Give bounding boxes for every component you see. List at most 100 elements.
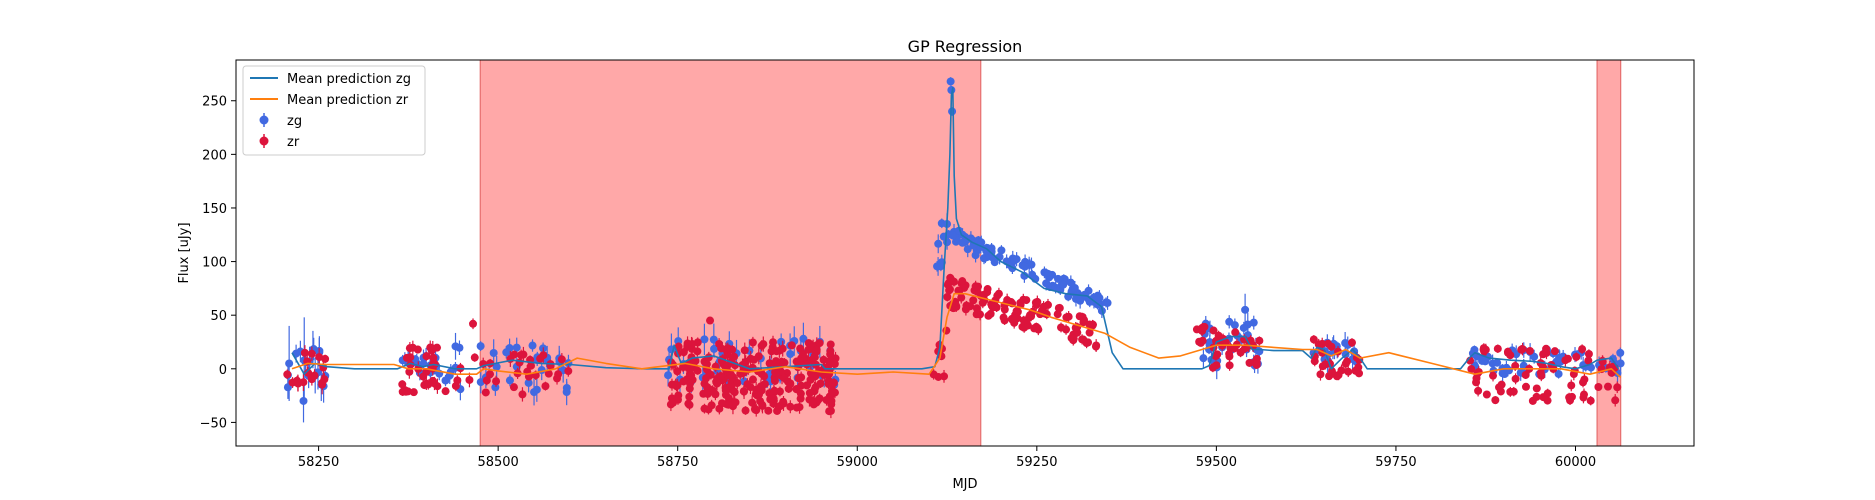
y-tick-label: −50 — [200, 416, 227, 431]
zg-point — [1080, 290, 1089, 299]
zr-point — [717, 399, 726, 408]
x-axis-label: MJD — [952, 477, 977, 492]
zr-point — [409, 388, 418, 397]
zg-point — [1470, 345, 1479, 354]
zr-point — [795, 403, 804, 412]
zr-point — [765, 359, 774, 368]
zr-point — [419, 372, 428, 381]
zr-point — [1347, 338, 1356, 347]
zr-point — [1532, 392, 1541, 401]
zr-point — [1225, 349, 1234, 358]
zr-point — [492, 377, 501, 386]
zr-point — [717, 344, 726, 353]
zr-point — [1039, 302, 1048, 311]
zr-point — [318, 378, 327, 387]
zr-point — [972, 310, 981, 319]
shaded-regions — [479, 59, 1622, 447]
zg-point — [1059, 280, 1068, 289]
zr-point — [307, 349, 316, 358]
zr-point — [307, 375, 316, 384]
zr-point — [1536, 368, 1545, 377]
zr-point — [1481, 345, 1490, 354]
zr-point — [687, 371, 696, 380]
zr-point — [541, 382, 550, 391]
zr-point — [1579, 390, 1588, 399]
zr-point — [544, 369, 553, 378]
zr-point — [703, 389, 712, 398]
zr-point — [741, 406, 750, 415]
zr-point — [729, 387, 738, 396]
zr-point — [1085, 320, 1094, 329]
zr-point — [972, 304, 981, 313]
y-tick-label: 150 — [202, 202, 227, 217]
y-tick-label: 200 — [202, 148, 227, 163]
zr-point — [402, 353, 411, 362]
y-axis-label: Flux [uJy] — [177, 222, 192, 283]
zg-point — [1341, 339, 1350, 348]
zr-point — [943, 280, 952, 289]
zr-point — [827, 396, 836, 405]
zr-point — [469, 319, 478, 328]
zr-point — [1255, 336, 1264, 345]
zg-point — [700, 335, 709, 344]
y-axis: −50 0 50 100 150 200 250 — [200, 95, 236, 431]
zg-point — [1040, 268, 1049, 277]
zr-point — [1031, 298, 1040, 307]
zr-point — [787, 341, 796, 350]
legend-swatch-zr-marker — [259, 136, 269, 146]
zr-point — [1212, 336, 1221, 345]
zr-point — [729, 373, 738, 382]
zg-point — [1051, 283, 1060, 292]
zr-point — [961, 305, 970, 314]
y-tick-label: 0 — [219, 363, 227, 378]
zg-point — [528, 341, 537, 350]
zr-point — [424, 380, 433, 389]
zr-point — [509, 383, 518, 392]
zr-point — [1230, 344, 1239, 353]
zr-point — [1584, 349, 1593, 358]
zr-point — [486, 370, 495, 379]
zr-point — [796, 389, 805, 398]
zr-point — [1212, 361, 1221, 370]
zr-point — [1611, 396, 1620, 405]
zr-point — [740, 346, 749, 355]
zr-point — [958, 277, 967, 286]
zr-point — [465, 375, 474, 384]
zr-point — [758, 400, 767, 409]
zr-point — [1493, 344, 1502, 353]
zr-point — [1521, 382, 1530, 391]
zg-point — [505, 376, 514, 385]
zr-point — [1310, 357, 1319, 366]
zg-point — [1249, 318, 1258, 327]
zr-point — [283, 370, 292, 379]
zr-point — [764, 406, 773, 415]
zr-point — [826, 406, 835, 415]
zr-point — [987, 300, 996, 309]
zg-point — [1010, 256, 1019, 265]
zr-point — [1064, 312, 1073, 321]
zr-point — [1236, 348, 1245, 357]
zr-point — [451, 381, 460, 390]
zr-point — [1511, 361, 1520, 370]
zr-point — [702, 374, 711, 383]
zr-point — [1069, 334, 1078, 343]
zr-point — [1578, 345, 1587, 354]
zg-point — [1554, 369, 1563, 378]
zr-point — [811, 383, 820, 392]
zr-point — [1511, 374, 1520, 383]
zr-point — [731, 398, 740, 407]
zr-point — [771, 368, 780, 377]
zg-point — [1054, 274, 1063, 283]
zr-point — [1506, 387, 1515, 396]
zg-point — [946, 77, 955, 86]
zr-point — [809, 396, 818, 405]
x-tick-label: 58750 — [657, 455, 698, 470]
zr-point — [1566, 396, 1575, 405]
zr-point — [299, 378, 308, 387]
zg-point — [1066, 278, 1075, 287]
prediction-lines — [291, 87, 1622, 378]
zg-point — [948, 231, 957, 240]
zg-point — [562, 388, 571, 397]
zg-point — [476, 378, 485, 387]
